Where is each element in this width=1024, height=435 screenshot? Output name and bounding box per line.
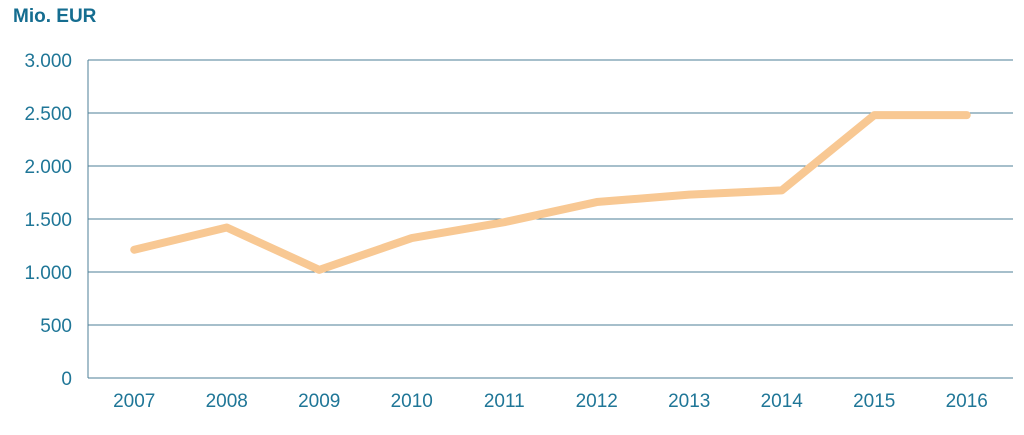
y-axis-tick-label: 1.000: [24, 263, 72, 284]
chart-title: Mio. EUR: [13, 6, 97, 27]
x-axis-tick-label: 2016: [946, 391, 988, 412]
x-axis-tick-label: 2011: [484, 391, 525, 412]
y-axis-tick-label: 2.500: [24, 104, 72, 125]
y-axis-tick-label: 500: [40, 316, 72, 337]
y-axis-tick-label: 3.000: [24, 51, 72, 72]
data-line-series: [130, 111, 971, 274]
y-axis-tick-label: 0: [61, 369, 72, 390]
x-axis-tick-label: 2010: [391, 391, 433, 412]
y-axis-tick-label: 1.500: [24, 210, 72, 231]
x-axis-tick-label: 2015: [853, 391, 895, 412]
x-axis-tick-label: 2009: [298, 391, 340, 412]
x-axis-tick-label: 2013: [668, 391, 710, 412]
x-axis-tick-label: 2007: [113, 391, 155, 412]
y-axis-tick-label: 2.000: [24, 157, 72, 178]
x-axis-tick-label: 2014: [761, 391, 804, 412]
x-axis-tick-label: 2008: [206, 391, 248, 412]
x-axis-tick-label: 2012: [576, 391, 618, 412]
